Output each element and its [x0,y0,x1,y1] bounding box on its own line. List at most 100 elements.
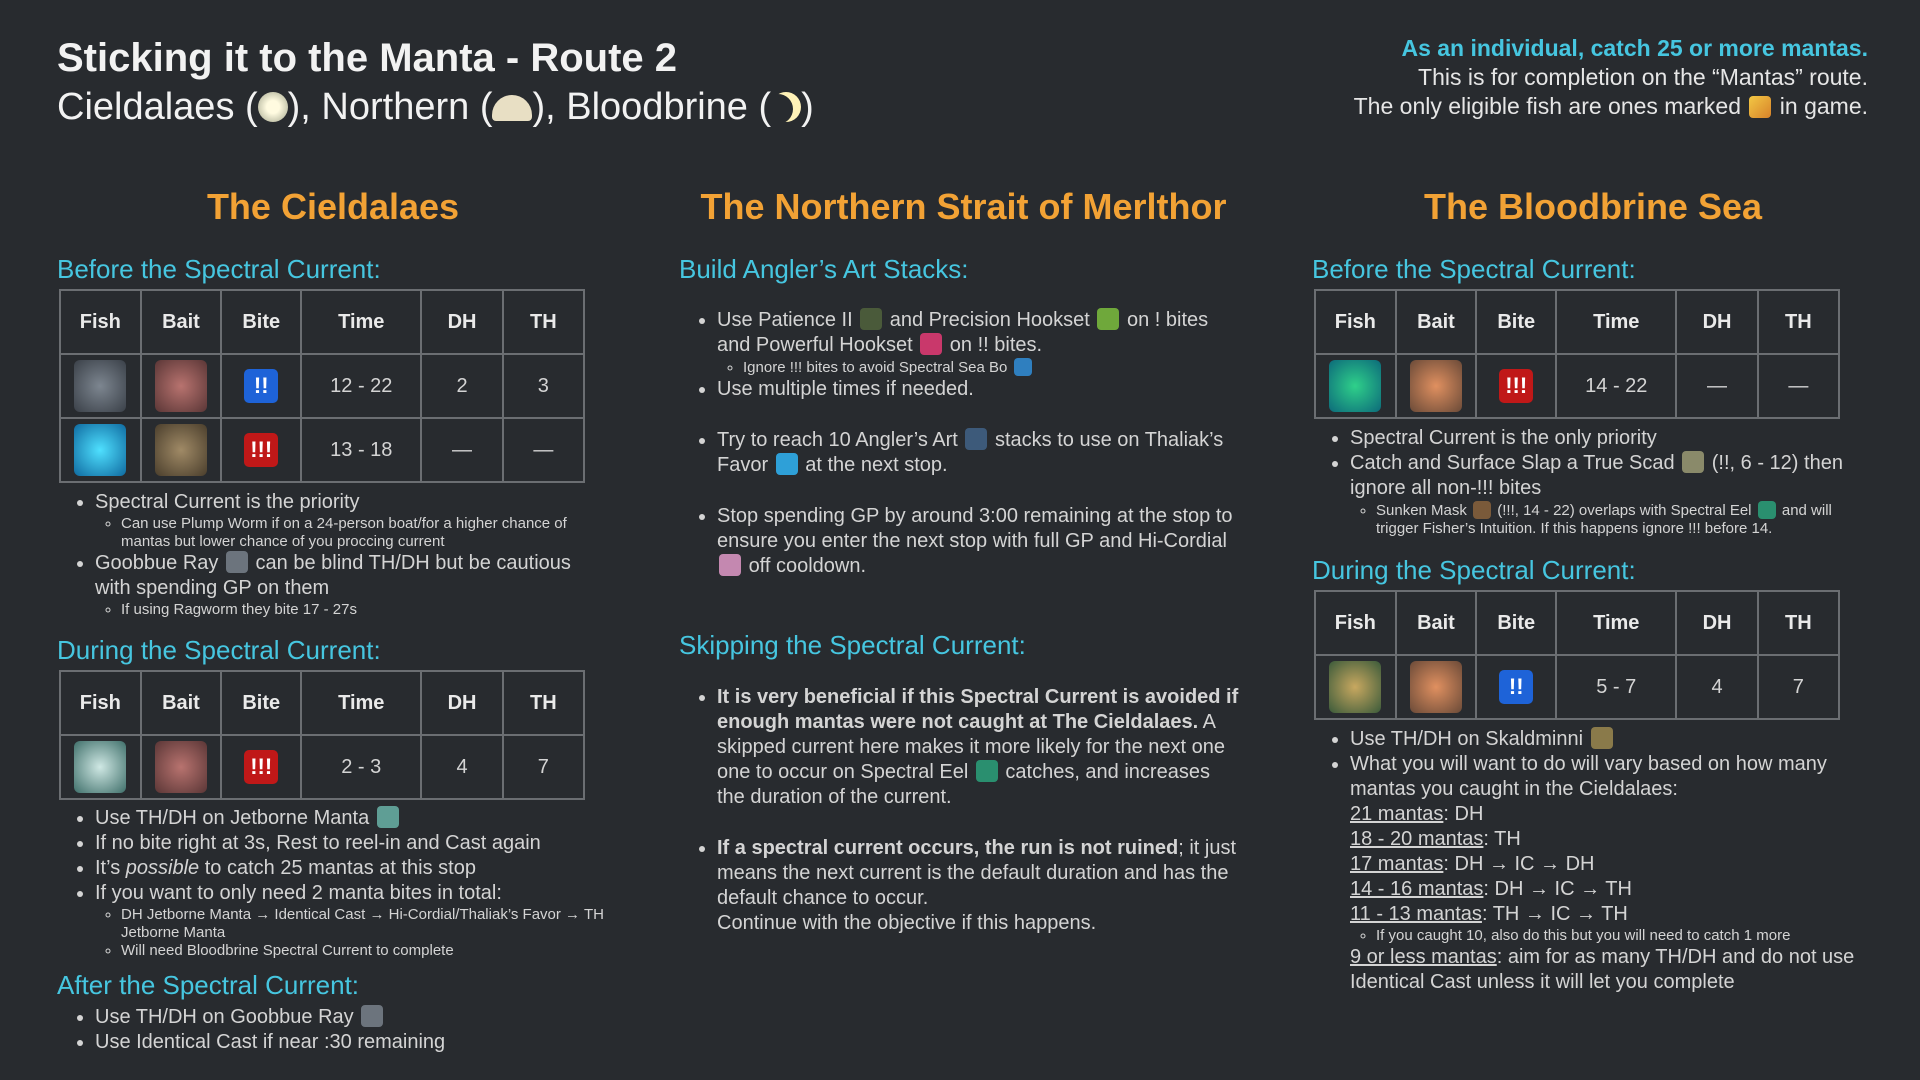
subtitle-text: ), Northern ( [287,86,493,128]
hi-cordial-icon [719,554,741,576]
list-item: DH Jetborne Manta → Identical Cast → Hi-… [121,906,617,942]
note-text: and Precision Hookset [889,309,1090,331]
manta-flag-icon [1749,96,1772,118]
cieldalaes-during-notes: Use TH/DH on Jetborne Manta If no bite r… [57,806,617,960]
goobbue-ray-icon [225,551,248,573]
list-item: Catch and Surface Slap a True Scad (!!, … [1350,451,1872,538]
th-cell: — [501,417,586,483]
thaliaks-favor-icon [775,453,798,475]
col-fish: Fish [1314,289,1397,355]
th-cell: — [1756,353,1841,419]
list-item: Use TH/DH on Jetborne Manta [95,806,617,831]
note-text: stacks to use on Thaliak’s Favor [717,429,1224,476]
note-text: Ignore !!! bites to avoid Spectral Sea B… [743,359,1008,376]
note-text: to catch 25 mantas at this stop [204,857,476,879]
note-text: (!!!, 14 - 22) overlaps with Spectral Ee… [1497,502,1752,519]
plan-count: 9 or less mantas [1350,946,1497,968]
list-item: Spectral Current is the only priority [1350,426,1872,451]
note-text: can be blind TH/DH but be cautious with … [95,552,571,599]
col-th: TH [501,289,586,355]
cieldalaes-before-table: Fish Bait Bite Time DH TH !! 12 - 22 2 3… [59,289,586,483]
dh-cell: — [1675,353,1759,419]
col-bait: Bait [1394,289,1478,355]
note-text: Try to reach 10 Angler’s Art [717,429,958,451]
list-item: If a spectral current occurs, the run is… [717,836,1239,936]
route-goal: As an individual, catch 25 or more manta… [1401,35,1868,61]
plan-line: 17 mantas: DH → IC → DH [1350,852,1872,877]
route-note: This is for completion on the “Mantas” r… [1418,64,1868,90]
powerful-hookset-icon [920,333,943,355]
time-cell: 5 - 7 [1555,654,1678,720]
note-text: and will trigger Fisher’s Intuition. If … [1376,502,1832,537]
cieldalaes-before-heading: Before the Spectral Current: [57,254,381,284]
subtitle-text: Cieldalaes ( [57,86,258,128]
bloodbrine-before-notes: Spectral Current is the only priority Ca… [1312,426,1872,538]
krill-bait-icon [1409,360,1462,412]
col-bait: Bait [139,289,223,355]
col-time: Time [300,289,423,355]
list-item: Ignore !!! bites to avoid Spectral Sea B… [743,358,1239,377]
list-item: Will need Bloodbrine Spectral Current to… [121,942,617,960]
spectral-sea-bo-icon [1013,358,1032,376]
table-header-row: Fish Bait Bite Time DH TH [1314,289,1841,355]
page-title: Sticking it to the Manta - Route 2 [57,36,678,80]
cieldalaes-after-heading: After the Spectral Current: [57,970,360,1000]
emphasis-text: possible [125,857,200,879]
bloodbrine-title: The Bloodbrine Sea [1423,186,1763,227]
col-fish: Fish [59,289,142,355]
col-fish: Fish [1314,590,1397,656]
dh-cell: 4 [420,734,504,800]
northern-helmet-icon [492,95,533,121]
jetborne-manta-icon [74,741,127,793]
note-text: The only eligible fish are ones marked [1353,93,1741,119]
cieldalaes-during-heading: During the Spectral Current: [57,635,381,665]
list-item: Use Identical Cast if near :30 remaining [95,1030,617,1055]
bloodbrine-before-heading: Before the Spectral Current: [1312,254,1636,284]
subtitle-text: ) [801,86,814,128]
col-dh: DH [1675,289,1759,355]
northern-skip-notes: It is very beneficial if this Spectral C… [679,685,1239,936]
list-item: Use multiple times if needed. [717,377,1239,402]
plan-action: : DH → IC → TH [1483,878,1632,900]
note-text: Use TH/DH on Skaldminni [1350,728,1584,750]
bite-indicator: !!! [244,750,279,784]
note-text: It’s [95,857,121,879]
time-cell: 12 - 22 [300,353,423,419]
col-th: TH [1756,289,1841,355]
note-text: If you want to only need 2 manta bites i… [95,882,502,904]
goobbue-ray-icon [74,360,127,412]
list-item: Sunken Mask (!!!, 14 - 22) overlaps with… [1376,501,1872,538]
list-item: It’s possible to catch 25 mantas at this… [95,856,617,881]
northern-stacks-notes: Use Patience II and Precision Hookset on… [679,308,1239,579]
patience-icon [860,308,883,330]
list-item: If you want to only need 2 manta bites i… [95,881,617,960]
cieldalaes-after-notes: Use TH/DH on Goobbue Ray Use Identical C… [57,1005,617,1055]
note-text: (!!, 6 - 12) then ignore all non-!!! bit… [1350,452,1843,499]
list-item: Use TH/DH on Skaldminni [1350,727,1872,752]
ragworm-bait-icon [154,360,207,412]
note-text: Use Patience II [717,309,853,331]
crescent-moon-icon [771,92,801,122]
spectral-eel-icon [1329,360,1382,412]
plan-action: : TH [1483,828,1521,850]
dh-cell: — [420,417,504,483]
th-cell: 7 [501,734,586,800]
dh-cell: 4 [1675,654,1759,720]
th-cell: 7 [1756,654,1841,720]
subtitle-text: ), Bloodbrine ( [532,86,772,128]
col-bite: Bite [1475,590,1558,656]
col-bait: Bait [139,670,223,736]
time-cell: 2 - 3 [300,734,423,800]
bloodbrine-during-notes: Use TH/DH on Skaldminni What you will wa… [1312,727,1872,995]
bite-indicator: !! [244,369,279,403]
col-bite: Bite [220,289,303,355]
note-text: at the next stop. [805,454,948,476]
sun-icon [257,92,288,122]
table-header-row: Fish Bait Bite Time DH TH [59,670,586,736]
note-text: off cooldown. [748,555,867,577]
table-row: !! 5 - 7 4 7 [1314,654,1841,720]
col-time: Time [1555,289,1678,355]
true-scad-icon [1682,451,1705,473]
northern-stacks-heading: Build Angler’s Art Stacks: [679,254,969,284]
note-text: in game. [1779,93,1868,119]
